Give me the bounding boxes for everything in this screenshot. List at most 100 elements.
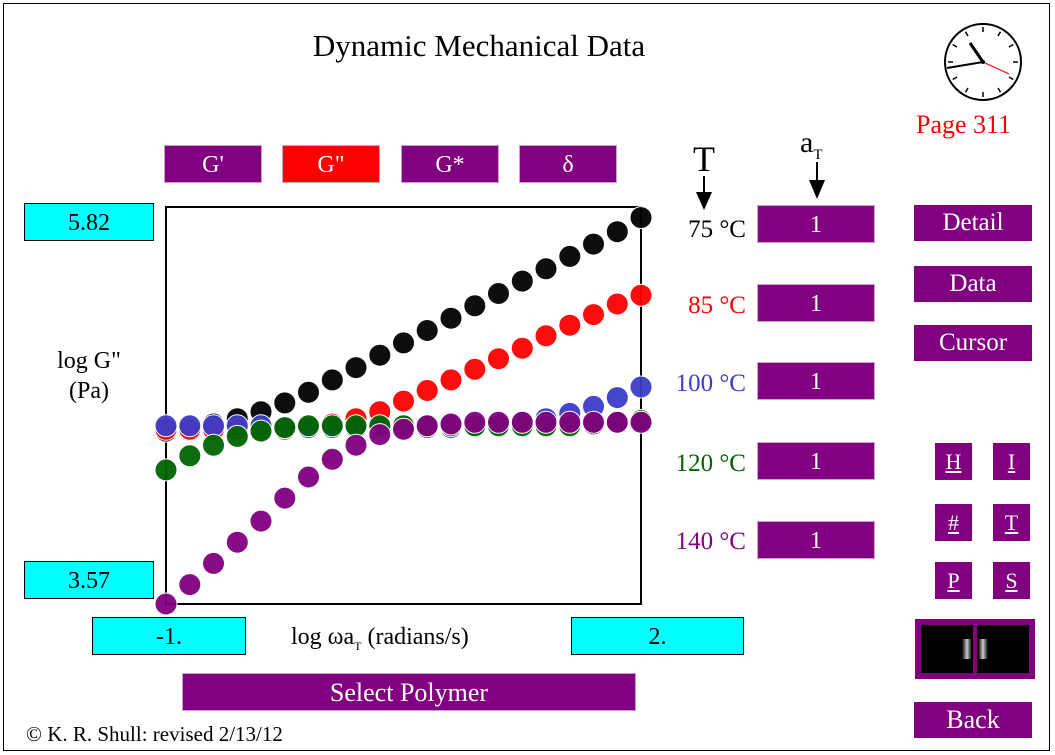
- data-point-series-3: [273, 416, 297, 440]
- page-number: Page 311: [916, 110, 1012, 139]
- copyright-text: © K. R. Shull: revised 2/13/12: [26, 722, 283, 746]
- data-point-series-4: [487, 410, 510, 434]
- data-point-series-0: [415, 319, 439, 342]
- data-point-series-0: [368, 343, 392, 367]
- shift-field-120[interactable]: 1: [757, 442, 875, 480]
- y-axis-label: log G" (Pa): [57, 348, 121, 404]
- data-point-series-0: [439, 306, 463, 330]
- g-prime-button[interactable]: G': [164, 145, 262, 183]
- shift-factor-arrow-icon: [809, 162, 825, 199]
- plot-area[interactable]: [144, 189, 664, 619]
- page-title: Dynamic Mechanical Data: [312, 28, 646, 63]
- data-point-series-0: [558, 244, 582, 268]
- temperature-label-75: 75 °C: [688, 216, 746, 243]
- y-max-field[interactable]: 5.82: [24, 203, 154, 241]
- p-button[interactable]: P: [935, 562, 972, 599]
- g-double-prime-button[interactable]: G": [282, 145, 380, 183]
- data-point-series-1: [605, 292, 629, 316]
- temperature-label-100: 100 °C: [675, 370, 746, 397]
- data-point-series-1: [582, 303, 605, 327]
- data-point-series-1: [463, 357, 487, 381]
- data-point-series-0: [487, 282, 510, 305]
- data-point-series-1: [487, 347, 510, 371]
- g-star-button[interactable]: G*: [401, 145, 499, 183]
- shift-field-100[interactable]: 1: [757, 362, 875, 400]
- data-point-series-0: [392, 331, 415, 355]
- temperature-label-85: 85 °C: [688, 292, 746, 319]
- data-button[interactable]: Data: [914, 266, 1032, 302]
- data-point-series-2: [154, 414, 178, 438]
- temperature-arrow-icon: [696, 176, 712, 210]
- clock-icon: [944, 23, 1022, 101]
- shift-field-75[interactable]: 1: [757, 205, 875, 243]
- data-point-series-0: [297, 380, 320, 404]
- h-button[interactable]: H: [935, 443, 972, 480]
- select-polymer-button[interactable]: Select Polymer: [182, 673, 636, 711]
- hash-button[interactable]: #: [935, 504, 972, 541]
- data-point-series-2: [605, 386, 629, 410]
- data-point-series-4: [415, 414, 439, 438]
- data-point-series-4: [178, 573, 202, 597]
- data-point-series-2: [178, 414, 202, 438]
- temperature-label-140: 140 °C: [675, 528, 746, 555]
- cursor-button[interactable]: Cursor: [914, 325, 1032, 361]
- data-point-series-4: [154, 592, 178, 616]
- data-point-series-4: [582, 410, 605, 434]
- data-point-series-4: [605, 410, 629, 434]
- app-window: Dynamic Mechanical Data Page 311 G' G" G…: [3, 3, 1050, 751]
- data-point-series-0: [605, 220, 629, 244]
- data-point-series-3: [249, 419, 273, 443]
- shift-factor-header: aT: [800, 126, 823, 163]
- data-point-series-0: [344, 356, 368, 380]
- data-point-series-4: [273, 486, 297, 510]
- i-button[interactable]: I: [993, 443, 1030, 480]
- y-min-field[interactable]: 3.57: [24, 561, 154, 599]
- s-button[interactable]: S: [993, 562, 1030, 599]
- data-point-series-1: [439, 368, 463, 392]
- data-point-series-3: [225, 424, 249, 448]
- data-point-series-4: [510, 410, 534, 434]
- data-point-series-4: [392, 417, 415, 441]
- data-point-series-4: [320, 447, 344, 471]
- data-point-series-3: [297, 414, 320, 438]
- detail-button[interactable]: Detail: [914, 205, 1032, 241]
- data-point-series-4: [225, 530, 249, 554]
- movie-control-icon[interactable]: [915, 619, 1035, 679]
- data-point-series-0: [273, 391, 297, 415]
- data-point-series-2: [202, 414, 225, 438]
- data-point-series-4: [344, 433, 368, 457]
- data-point-series-3: [154, 458, 178, 482]
- shift-field-140[interactable]: 1: [757, 521, 875, 559]
- temperature-label-120: 120 °C: [675, 450, 746, 477]
- data-point-series-0: [320, 368, 344, 392]
- x-axis-label: log ωaT (radians/s): [291, 624, 469, 653]
- data-point-series-1: [629, 283, 653, 307]
- data-point-series-1: [392, 389, 415, 413]
- data-point-series-1: [534, 324, 558, 348]
- data-point-series-4: [297, 465, 320, 489]
- data-point-series-3: [344, 414, 368, 438]
- data-point-series-1: [415, 379, 439, 402]
- data-point-series-3: [202, 433, 225, 457]
- data-point-series-0: [582, 232, 605, 256]
- data-point-series-4: [249, 509, 273, 533]
- x-min-field[interactable]: -1.: [92, 617, 246, 655]
- data-point-series-4: [463, 410, 487, 434]
- data-point-series-4: [368, 423, 392, 447]
- x-max-field[interactable]: 2.: [571, 617, 744, 655]
- data-point-series-0: [463, 294, 487, 318]
- delta-button[interactable]: δ: [519, 145, 617, 183]
- data-point-series-4: [534, 410, 558, 434]
- back-button[interactable]: Back: [914, 702, 1032, 738]
- data-point-series-0: [534, 257, 558, 281]
- data-point-series-4: [558, 410, 582, 434]
- shift-field-85[interactable]: 1: [757, 284, 875, 322]
- data-point-series-3: [178, 444, 202, 468]
- data-point-series-4: [629, 410, 653, 434]
- data-point-series-3: [320, 414, 344, 438]
- data-point-series-1: [510, 336, 534, 360]
- data-point-series-2: [629, 375, 653, 399]
- data-point-series-0: [629, 206, 653, 230]
- t-button[interactable]: T: [993, 504, 1030, 541]
- data-point-series-4: [202, 551, 225, 575]
